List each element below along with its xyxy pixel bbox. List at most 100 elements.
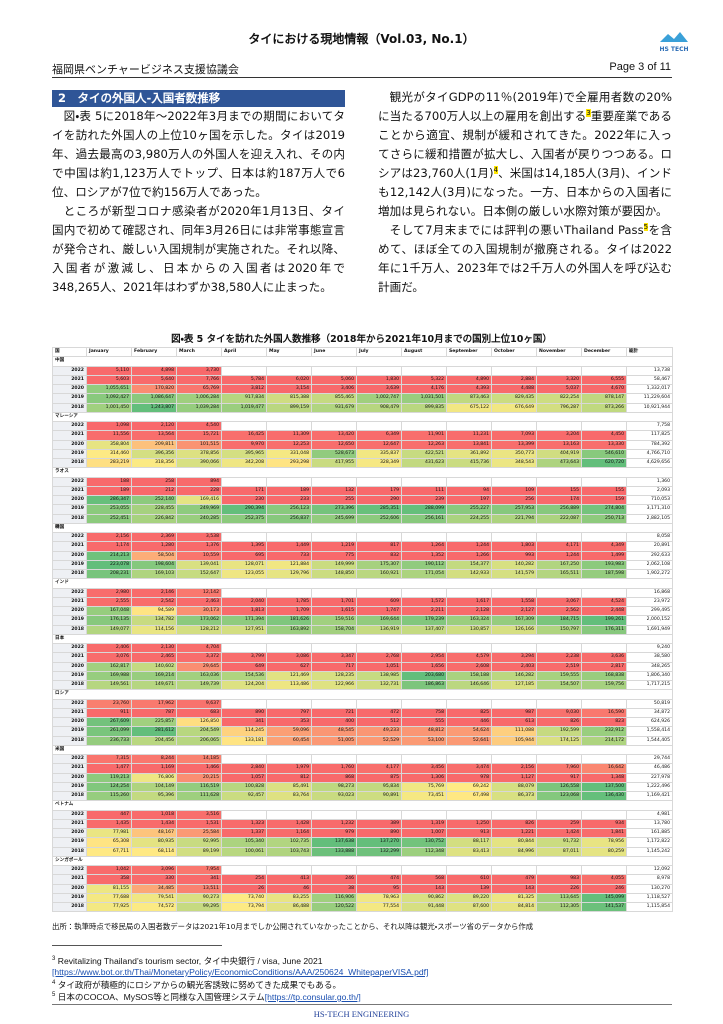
cell: 10,559 (176, 550, 222, 561)
cell (266, 531, 312, 543)
cell (446, 587, 492, 598)
total: 50,819 (626, 698, 673, 709)
paragraph: 観光がタイGDPの11％(2019年)で全雇用者数の20%に当たる700万人以上… (378, 88, 672, 221)
cell: 1,244 (446, 541, 492, 552)
total: 7,758 (626, 420, 673, 432)
cell: 189 (86, 485, 132, 497)
cell: 400 (311, 716, 357, 728)
cell: 1,250 (446, 818, 492, 830)
total: 34,872 (626, 707, 673, 719)
link[interactable]: [https://tp.consular.go.th/] (264, 992, 361, 1002)
total: 1,172,822 (626, 837, 673, 848)
cell (221, 476, 267, 487)
country: ロシア (52, 689, 673, 700)
cell: 53,100 (401, 735, 447, 746)
cell: 5,060 (311, 374, 357, 386)
cell: 38 (311, 883, 357, 894)
cell: 246 (581, 883, 627, 894)
cell (266, 864, 312, 876)
link[interactable]: [https://www.bot.or.th/Thai/MonetaryPoli… (52, 967, 429, 977)
cell: 358 (86, 874, 132, 885)
cell: 3,347 (311, 652, 357, 663)
cell: 717 (311, 661, 357, 672)
country: インド (52, 578, 673, 589)
cell: 812 (266, 772, 312, 783)
cell (581, 642, 627, 654)
cell: 4,393 (446, 383, 492, 395)
column-header: June (311, 346, 357, 358)
cell: 159,756 (581, 679, 627, 691)
cell (536, 420, 582, 432)
cell: 1,813 (221, 605, 267, 617)
cell: 1,001,450 (86, 402, 132, 413)
country: 米国 (52, 744, 673, 756)
cell: 5,640 (131, 374, 177, 386)
cell: 13,420 (311, 430, 357, 441)
cell: 422,521 (401, 448, 447, 460)
cell: 2,130 (131, 642, 177, 654)
cell: 129,796 (266, 568, 312, 580)
cell: 73,794 (221, 901, 267, 913)
cell: 92,995 (176, 837, 222, 848)
cell: 2,840 (221, 763, 267, 774)
country: マレーシア (52, 411, 673, 423)
cell (311, 476, 357, 487)
cell: 1,376 (176, 541, 222, 552)
cell: 92,457 (221, 790, 267, 802)
cell: 116,519 (176, 781, 222, 793)
cell: 189 (266, 485, 312, 497)
cell: 609 (356, 596, 402, 608)
cell: 223,078 (86, 559, 132, 571)
cell: 1,055,651 (86, 383, 132, 395)
cell: 81,325 (491, 892, 537, 904)
cell: 330 (131, 874, 177, 885)
cell: 122,966 (311, 679, 357, 691)
data-row: 2018 149,077 114,156 128,212 127,951 163,892 1… (52, 624, 673, 635)
data-row: 2021 11,556 13,564 15,721 16,425 11,309 13,420… (52, 430, 673, 441)
cell: 2,980 (86, 587, 132, 598)
cell (446, 864, 492, 876)
cell (311, 864, 357, 876)
total: 2,882,105 (626, 513, 673, 524)
column-header: February (131, 346, 177, 358)
cell: 88,079 (491, 781, 537, 793)
logo-icon (660, 32, 688, 42)
cell: 2,120 (131, 420, 177, 432)
country: 韓国 (52, 522, 673, 534)
cell: 73,451 (401, 790, 447, 802)
cell: 86,488 (266, 901, 312, 913)
cell: 130,752 (401, 837, 447, 848)
data-row: 2022 7,315 8,244 14,185 29,744 (52, 753, 673, 765)
cell: 17,962 (131, 698, 177, 709)
cell (221, 587, 267, 598)
cell: 167,309 (491, 615, 537, 626)
cell: 119,213 (86, 772, 132, 783)
cell: 2,127 (491, 605, 537, 617)
cell: 221,794 (491, 513, 537, 524)
cell: 127,951 (221, 624, 267, 635)
cell: 1,352 (401, 550, 447, 561)
data-row: 2020 81,155 34,485 13,511 26 46 38 95 143 139 143 2… (52, 883, 673, 894)
cell: 116,906 (311, 892, 357, 904)
cell: 610 (446, 874, 492, 885)
cell: 77,688 (86, 892, 132, 904)
cell: 190,112 (401, 559, 447, 571)
cell: 134,782 (131, 615, 177, 626)
cell: 20,215 (176, 772, 222, 783)
cell: 281,612 (131, 726, 177, 737)
cell: 290 (356, 494, 402, 506)
data-row: 2019 253,055 228,455 249,969 290,394 256,123 2… (52, 504, 673, 515)
year: 2022 (52, 642, 87, 654)
cell: 239 (401, 494, 447, 506)
cell: 115,260 (86, 790, 132, 802)
cell: 90,273 (176, 892, 222, 904)
cell: 98,273 (311, 781, 357, 793)
cell: 6,020 (266, 374, 312, 386)
data-row: 2019 65,308 80,935 92,995 105,340 102,735 137,… (52, 837, 673, 848)
cell: 1,841 (581, 827, 627, 839)
cell: 26 (221, 883, 267, 894)
cell (221, 809, 267, 820)
cell: 78,963 (356, 892, 402, 904)
total: 1,332,017 (626, 383, 673, 395)
cell: 111,088 (491, 726, 537, 737)
